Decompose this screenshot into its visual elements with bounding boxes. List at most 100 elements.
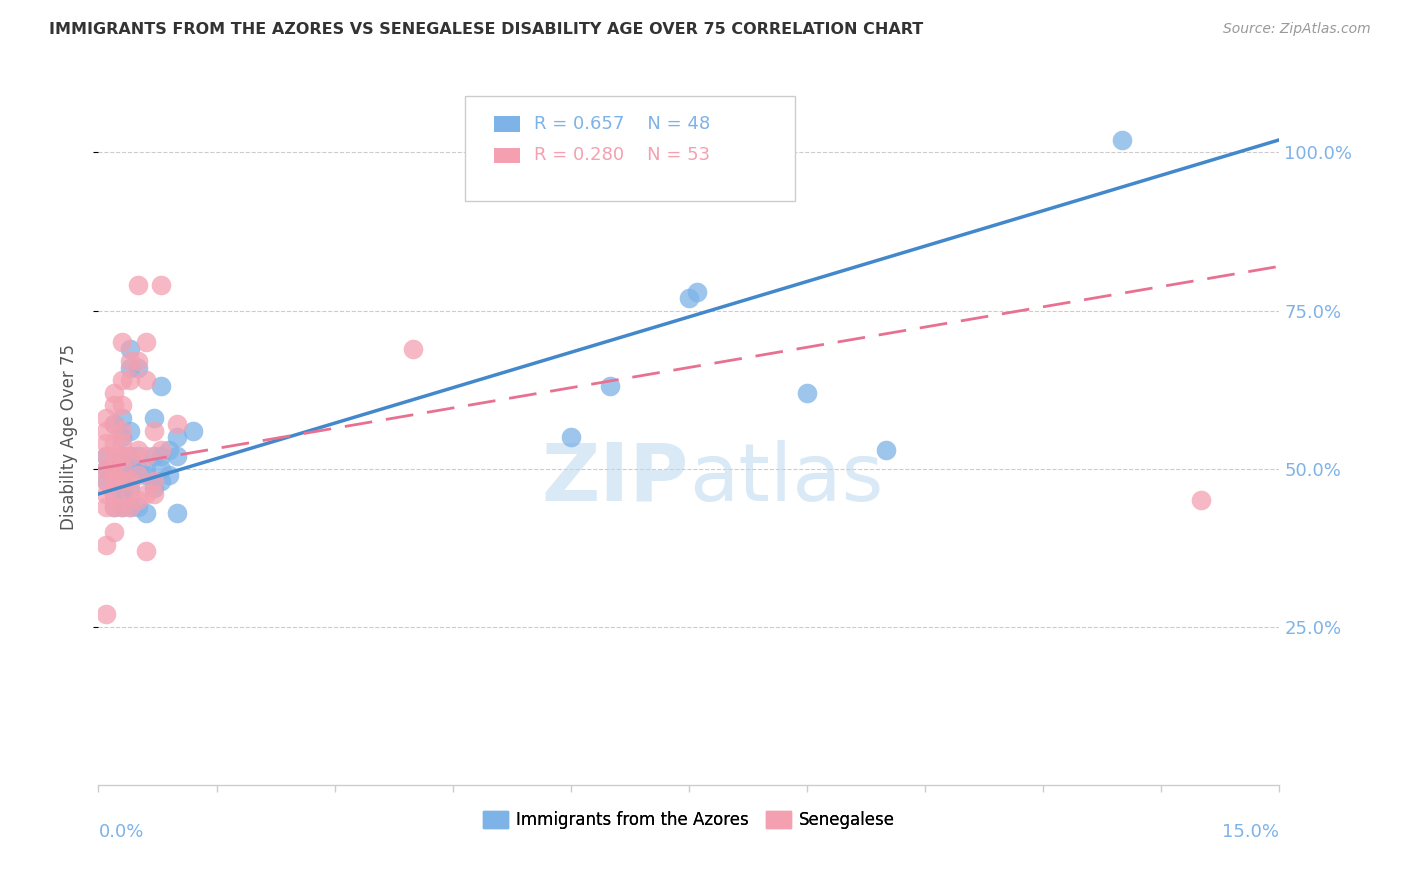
- Point: [166, 449, 188, 463]
- Point: [111, 500, 134, 514]
- Point: [111, 373, 134, 387]
- Point: [150, 442, 173, 457]
- Point: [127, 468, 149, 483]
- Text: 0.0%: 0.0%: [98, 823, 143, 841]
- Point: [150, 278, 173, 293]
- Point: [402, 342, 425, 356]
- Text: Source: ZipAtlas.com: Source: ZipAtlas.com: [1223, 22, 1371, 37]
- FancyBboxPatch shape: [494, 116, 520, 132]
- Point: [96, 449, 118, 463]
- Point: [118, 461, 141, 475]
- Point: [135, 335, 157, 350]
- Point: [103, 436, 125, 450]
- Point: [166, 417, 188, 432]
- Point: [118, 449, 141, 463]
- FancyBboxPatch shape: [464, 96, 796, 201]
- Point: [96, 436, 118, 450]
- Point: [96, 538, 118, 552]
- Point: [96, 424, 118, 438]
- Point: [135, 544, 157, 558]
- Point: [103, 461, 125, 475]
- Point: [1111, 133, 1133, 147]
- Point: [181, 424, 204, 438]
- Point: [111, 335, 134, 350]
- Point: [150, 475, 173, 489]
- Point: [142, 449, 165, 463]
- Point: [111, 475, 134, 489]
- Point: [142, 487, 165, 501]
- Text: atlas: atlas: [689, 440, 883, 518]
- Point: [111, 399, 134, 413]
- Point: [111, 500, 134, 514]
- Point: [118, 342, 141, 356]
- Point: [127, 442, 149, 457]
- Point: [103, 487, 125, 501]
- Point: [118, 354, 141, 368]
- Point: [150, 379, 173, 393]
- Point: [118, 449, 141, 463]
- Point: [103, 417, 125, 432]
- Point: [678, 291, 700, 305]
- Point: [150, 449, 173, 463]
- Point: [111, 430, 134, 444]
- Point: [127, 278, 149, 293]
- Text: ZIP: ZIP: [541, 440, 689, 518]
- Point: [103, 487, 125, 501]
- Point: [127, 500, 149, 514]
- Point: [96, 475, 118, 489]
- Point: [103, 475, 125, 489]
- Point: [157, 468, 180, 483]
- Point: [142, 475, 165, 489]
- Point: [875, 442, 897, 457]
- Point: [103, 449, 125, 463]
- Point: [142, 481, 165, 495]
- Point: [118, 500, 141, 514]
- Legend: Immigrants from the Azores, Senegalese: Immigrants from the Azores, Senegalese: [477, 805, 901, 836]
- Point: [103, 417, 125, 432]
- Point: [150, 461, 173, 475]
- Point: [118, 487, 141, 501]
- Point: [127, 449, 149, 463]
- Point: [118, 475, 141, 489]
- Point: [157, 442, 180, 457]
- Point: [103, 461, 125, 475]
- Point: [166, 506, 188, 520]
- Point: [118, 500, 141, 514]
- Point: [103, 385, 125, 400]
- Point: [135, 449, 157, 463]
- Point: [118, 424, 141, 438]
- Point: [118, 360, 141, 375]
- Point: [686, 285, 709, 299]
- Point: [111, 449, 134, 463]
- Point: [96, 607, 118, 622]
- Point: [166, 430, 188, 444]
- Point: [96, 461, 118, 475]
- Point: [127, 354, 149, 368]
- Point: [560, 430, 582, 444]
- Point: [96, 461, 118, 475]
- Point: [96, 500, 118, 514]
- Point: [135, 506, 157, 520]
- Y-axis label: Disability Age Over 75: Disability Age Over 75: [59, 344, 77, 530]
- Point: [111, 461, 134, 475]
- Point: [135, 468, 157, 483]
- FancyBboxPatch shape: [494, 148, 520, 163]
- Point: [111, 449, 134, 463]
- Point: [103, 500, 125, 514]
- Point: [96, 449, 118, 463]
- Text: 15.0%: 15.0%: [1222, 823, 1279, 841]
- Point: [118, 481, 141, 495]
- Point: [1189, 493, 1212, 508]
- Point: [96, 411, 118, 425]
- Point: [135, 461, 157, 475]
- Text: R = 0.280    N = 53: R = 0.280 N = 53: [534, 146, 710, 164]
- Point: [103, 500, 125, 514]
- Point: [127, 461, 149, 475]
- Point: [599, 379, 621, 393]
- Point: [111, 436, 134, 450]
- Point: [142, 424, 165, 438]
- Point: [135, 373, 157, 387]
- Point: [796, 385, 818, 400]
- Point: [96, 475, 118, 489]
- Point: [111, 461, 134, 475]
